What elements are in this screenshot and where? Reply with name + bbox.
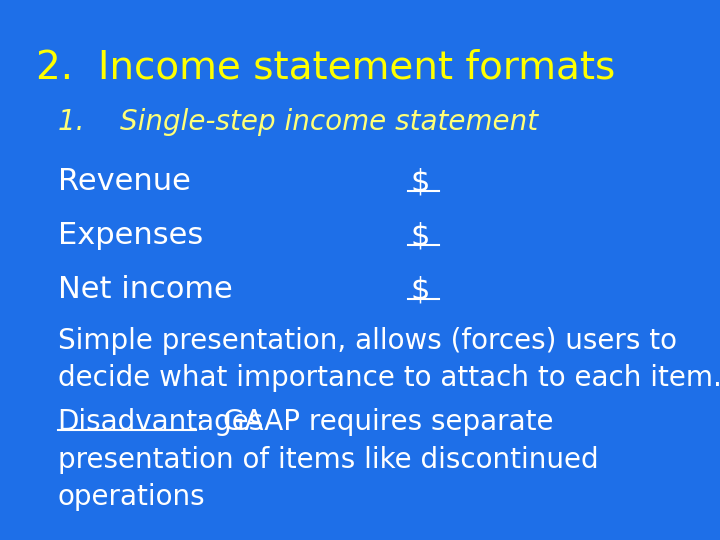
Text: $: $	[410, 221, 430, 251]
Text: Net income: Net income	[58, 275, 233, 305]
Text: :  GAAP requires separate: : GAAP requires separate	[196, 408, 554, 436]
Text: $: $	[410, 275, 430, 305]
Text: presentation of items like discontinued: presentation of items like discontinued	[58, 446, 598, 474]
Text: Disadvantages: Disadvantages	[58, 408, 264, 436]
Text: Simple presentation, allows (forces) users to: Simple presentation, allows (forces) use…	[58, 327, 677, 355]
Text: Expenses: Expenses	[58, 221, 203, 251]
Text: Revenue: Revenue	[58, 167, 191, 197]
Text: operations: operations	[58, 483, 205, 511]
Text: $: $	[410, 167, 430, 197]
Text: 2.  Income statement formats: 2. Income statement formats	[36, 49, 616, 86]
Text: decide what importance to attach to each item.: decide what importance to attach to each…	[58, 364, 720, 393]
Text: 1.    Single-step income statement: 1. Single-step income statement	[58, 108, 538, 136]
